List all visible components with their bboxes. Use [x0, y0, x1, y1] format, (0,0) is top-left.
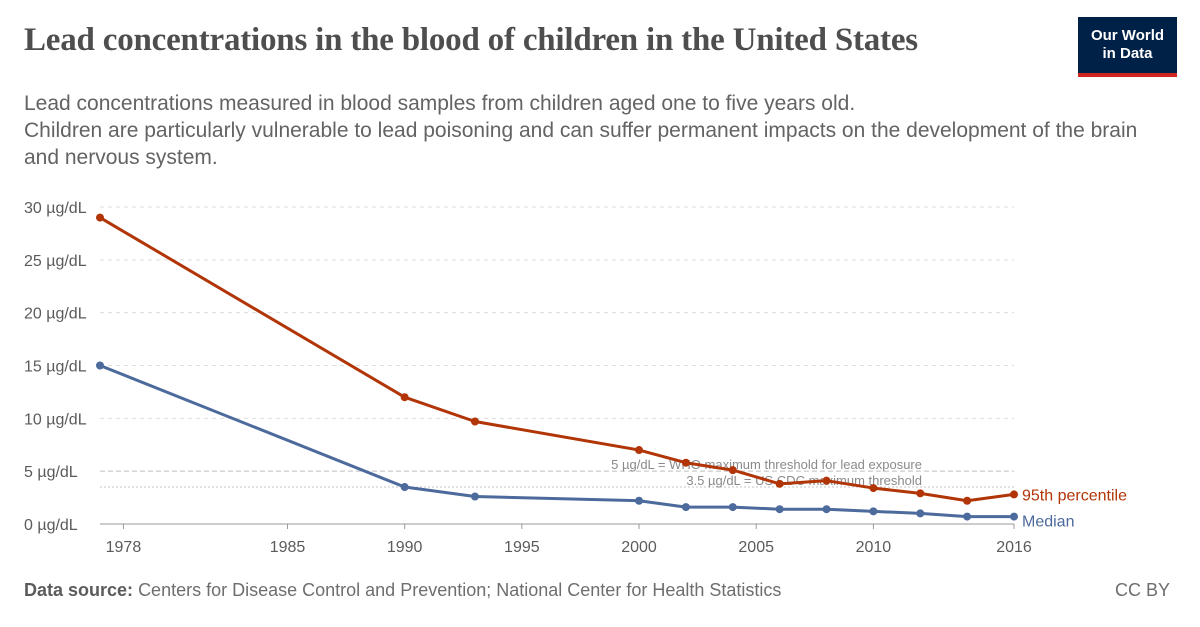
y-tick-label: 30 µg/dL	[24, 200, 87, 217]
data-point	[869, 484, 878, 493]
x-tick-label: 1995	[504, 539, 540, 556]
owid-logo[interactable]: Our World in Data	[1078, 17, 1177, 77]
series-layer: 95th percentile Median	[96, 213, 1127, 531]
x-tick-label: 1985	[270, 539, 306, 556]
data-source-label: Data source:	[24, 580, 134, 600]
series-label: 95th percentile	[1022, 487, 1127, 504]
data-point	[400, 393, 409, 402]
reference-line-label: 5 µg/dL = WHO maximum threshold for lead…	[611, 457, 922, 472]
reference-lines: 5 µg/dL = WHO maximum threshold for lead…	[100, 457, 1014, 488]
y-tick-label: 15 µg/dL	[24, 359, 87, 376]
series-label: Median	[1022, 514, 1074, 531]
y-tick-label: 25 µg/dL	[24, 253, 87, 270]
data-point	[869, 507, 878, 516]
data-point	[728, 503, 737, 512]
data-point	[775, 505, 784, 514]
series-line	[98, 216, 1016, 503]
subtitle-line-2: Children are particularly vulnerable to …	[24, 119, 1138, 169]
logo-line-2: in Data	[1102, 45, 1153, 62]
data-point	[400, 483, 409, 492]
data-source: Data source: Centers for Disease Control…	[24, 580, 781, 601]
data-point	[96, 213, 104, 222]
reference-line-label: 3.5 µg/dL = US CDC maximum threshold	[686, 473, 922, 488]
line-chart: 5 µg/dL = WHO maximum threshold for lead…	[24, 200, 1127, 556]
data-point	[635, 446, 644, 455]
x-tick-label: 2010	[856, 539, 892, 556]
x-tick-label: 2016	[996, 539, 1032, 556]
data-point	[728, 466, 737, 475]
chart-subtitle: Lead concentrations measured in blood sa…	[24, 90, 1174, 171]
x-tick-label: 2000	[621, 539, 657, 556]
chart-title: Lead concentrations in the blood of chil…	[24, 22, 918, 58]
x-tick-label: 1990	[387, 539, 423, 556]
data-point	[681, 458, 690, 467]
data-source-text: Centers for Disease Control and Preventi…	[138, 580, 782, 600]
data-point	[963, 496, 972, 505]
data-point	[822, 476, 831, 485]
data-point	[1010, 490, 1018, 499]
license-label[interactable]: CC BY	[1114, 580, 1170, 600]
data-point	[916, 489, 925, 498]
y-tick-label: 5 µg/dL	[24, 464, 78, 481]
axes: 0 µg/dL 5 µg/dL 10 µg/dL 15 µg/dL 20 µg/dL 25…	[24, 200, 1032, 556]
x-tick-label: 2005	[738, 539, 774, 556]
y-tick-label: 10 µg/dL	[24, 411, 87, 428]
data-point	[470, 417, 479, 426]
data-point	[681, 503, 690, 512]
data-point	[822, 505, 831, 514]
y-tick-label: 20 µg/dL	[24, 306, 87, 323]
data-point	[775, 479, 784, 488]
data-point	[635, 496, 644, 505]
data-point	[963, 512, 972, 521]
data-point	[916, 509, 925, 518]
x-tick-label: 1978	[106, 539, 142, 556]
y-tick-label: 0 µg/dL	[24, 517, 78, 534]
logo-line-1: Our World	[1090, 27, 1165, 44]
subtitle-line-1: Lead concentrations measured in blood sa…	[24, 92, 856, 115]
data-point	[470, 492, 479, 501]
series-line	[98, 364, 1016, 519]
data-point	[96, 361, 104, 370]
grid-layer	[100, 206, 1014, 472]
data-point	[1010, 512, 1018, 521]
